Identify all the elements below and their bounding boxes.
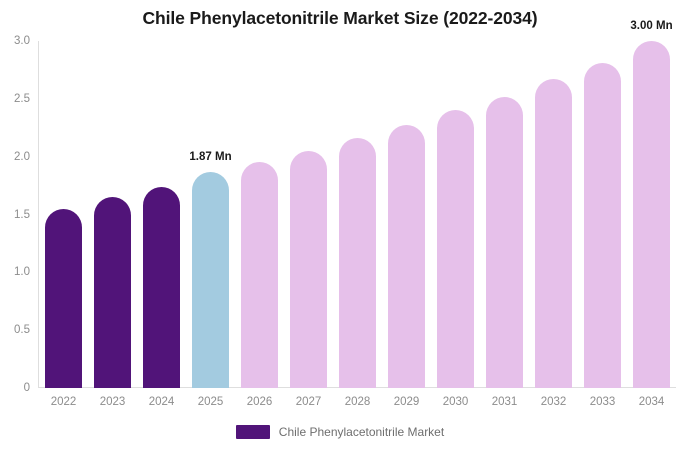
y-axis-tick-label: 0 — [23, 382, 30, 394]
bar-value-label: 1.87 Mn — [189, 150, 232, 163]
bar[interactable] — [437, 110, 474, 388]
x-axis-tick-label: 2027 — [295, 396, 322, 408]
bar[interactable] — [143, 186, 180, 388]
x-axis-tick-label: 2030 — [442, 396, 469, 408]
x-axis-tick-label: 2029 — [393, 396, 420, 408]
legend-label[interactable]: Chile Phenylacetonitrile Market — [278, 425, 445, 439]
legend-swatch — [235, 425, 270, 439]
bar[interactable] — [535, 79, 572, 388]
x-axis-tick-label: 2031 — [491, 396, 518, 408]
chart-title: Chile Phenylacetonitrile Market Size (20… — [142, 8, 538, 28]
y-axis-tick-label: 1.0 — [14, 266, 30, 279]
bar-group[interactable] — [584, 41, 621, 388]
bar[interactable] — [388, 125, 425, 388]
bar-value-label: 3.00 Mn — [630, 20, 673, 32]
y-axis-tick-label: 2.5 — [14, 92, 30, 105]
bar[interactable] — [633, 41, 670, 388]
bar[interactable] — [94, 197, 131, 388]
bar-group[interactable] — [339, 41, 376, 388]
x-axis-tick-label: 2025 — [197, 396, 224, 408]
bar-group[interactable] — [486, 41, 523, 388]
bar-group[interactable] — [143, 41, 180, 388]
bar-group[interactable] — [437, 41, 474, 388]
x-axis-tick-label: 2024 — [148, 396, 175, 408]
y-axis-tick-label: 3.0 — [14, 35, 30, 47]
bar-group[interactable]: 1.87 Mn — [189, 41, 232, 388]
y-axis-tick-label: 0.5 — [14, 324, 30, 337]
bar[interactable] — [45, 208, 82, 388]
bar[interactable] — [290, 150, 327, 388]
bar-group[interactable] — [535, 41, 572, 388]
bar[interactable] — [584, 62, 621, 388]
y-axis-line — [38, 41, 39, 388]
bar-group[interactable] — [388, 41, 425, 388]
chart-legend: Chile Phenylacetonitrile Market — [0, 425, 680, 439]
y-axis-tick-label: 2.0 — [14, 150, 30, 163]
x-axis-tick-label: 2028 — [344, 396, 371, 408]
plot-area: 1.87 Mn 3.00 Mn — [38, 20, 676, 388]
x-axis-tick-label: 2034 — [638, 396, 665, 408]
x-axis-tick-label: 2032 — [540, 396, 567, 408]
x-axis-tick-label: 2023 — [99, 396, 126, 408]
bar-group[interactable]: 3.00 Mn — [630, 20, 673, 388]
bar[interactable] — [241, 162, 278, 388]
bar-group[interactable] — [290, 41, 327, 388]
x-axis-tick-label: 2026 — [246, 396, 273, 408]
bar[interactable] — [192, 171, 229, 388]
bar-group[interactable] — [241, 41, 278, 388]
bar-series: 1.87 Mn 3.00 Mn — [39, 20, 676, 388]
bar[interactable] — [339, 138, 376, 388]
bar-group[interactable] — [45, 41, 82, 388]
bar[interactable] — [486, 96, 523, 388]
x-axis-tick-label: 2022 — [50, 396, 77, 408]
bar-group[interactable] — [94, 41, 131, 388]
y-axis-tick-label: 1.5 — [14, 208, 30, 221]
x-axis-tick-label: 2033 — [589, 396, 616, 408]
